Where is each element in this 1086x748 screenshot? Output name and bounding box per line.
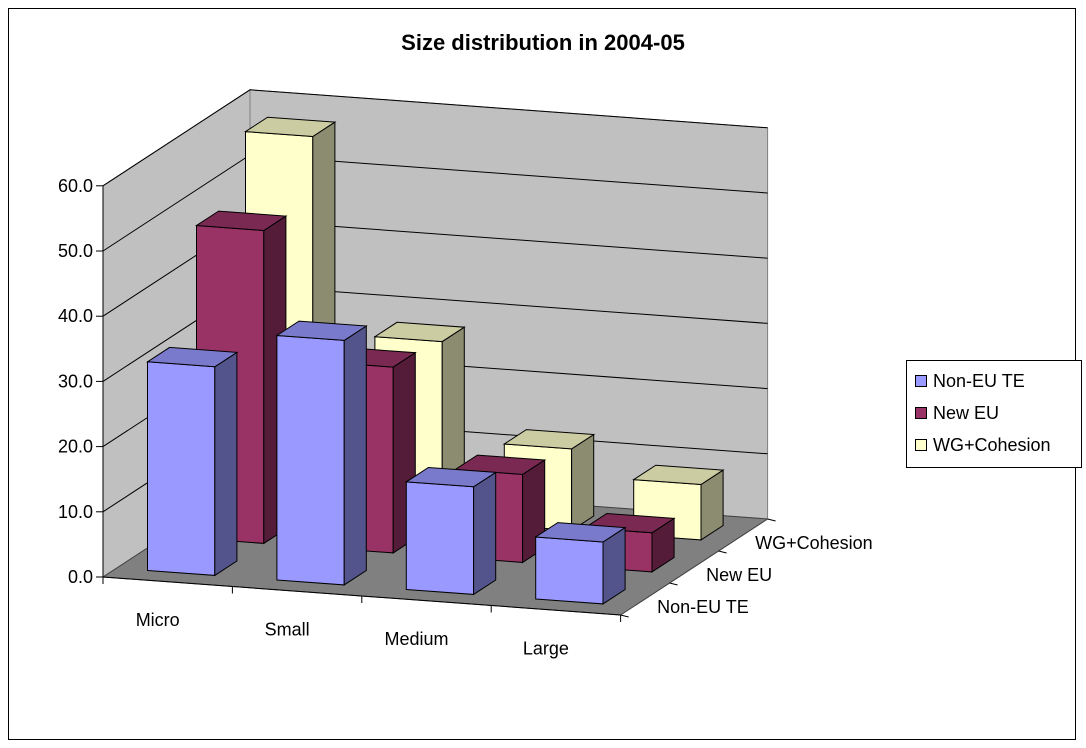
legend-label-wg-cohesion: WG+Cohesion xyxy=(933,434,1051,455)
axes xyxy=(96,185,776,622)
gridline xyxy=(102,89,768,187)
legend-swatch-wg-cohesion xyxy=(915,439,927,451)
bar-side-face xyxy=(473,471,497,596)
y-tick-label: 20.0 xyxy=(58,437,93,457)
bar-side-face xyxy=(343,325,367,586)
bar-front-face xyxy=(535,536,604,605)
depth-tick xyxy=(669,582,678,586)
bar-top-face xyxy=(502,429,596,450)
x-tick-label: Large xyxy=(523,638,569,658)
y-tick-label: 60.0 xyxy=(58,176,93,196)
bar-side-face xyxy=(214,351,238,577)
bar-non-eu-te-medium xyxy=(404,466,498,596)
bar-top-face xyxy=(194,210,288,232)
bar-top-face xyxy=(453,454,547,475)
y-tick-label: 30.0 xyxy=(58,371,93,391)
x-tick-label: Medium xyxy=(384,629,448,649)
legend-swatch-non-eu-te xyxy=(915,375,927,387)
legend: Non-EU TE New EU WG+Cohesion xyxy=(906,360,1082,468)
axis-labels: 0.0 10.0 20.0 30.0 40.0 50.0 60.0 Micro Small Med… xyxy=(58,176,873,658)
depth-tick xyxy=(767,518,776,522)
legend-label-non-eu-te: Non-EU TE xyxy=(933,370,1025,391)
bar-non-eu-te-micro xyxy=(145,346,239,577)
y-tick-label: 0.0 xyxy=(68,567,93,587)
legend-item-non-eu-te: Non-EU TE xyxy=(915,369,1025,393)
bar-front-face xyxy=(276,334,345,586)
depth-tick xyxy=(718,550,727,554)
bar-top-face xyxy=(145,346,239,368)
bar-top-face xyxy=(534,522,627,543)
bar-front-face xyxy=(147,361,216,576)
bar-front-face xyxy=(405,481,475,595)
x-tick-label: Small xyxy=(265,619,310,639)
y-tick-label: 50.0 xyxy=(58,241,93,261)
depth-tick-label: New EU xyxy=(706,565,772,585)
legend-item-wg-cohesion: WG+Cohesion xyxy=(915,433,1051,457)
x-tick-label: Micro xyxy=(136,610,180,630)
bar-top-face xyxy=(404,466,498,488)
bar-non-eu-te-small xyxy=(275,320,368,586)
bar-top-face xyxy=(632,464,725,486)
y-tick-label: 40.0 xyxy=(58,306,93,326)
depth-tick-label: Non-EU TE xyxy=(657,597,749,617)
bar-top-face xyxy=(275,320,368,341)
bar-top-face xyxy=(373,321,466,343)
chart-title: Size distribution in 2004-05 xyxy=(401,30,685,55)
bar-non-eu-te-large xyxy=(534,522,627,605)
depth-tick-label: WG+Cohesion xyxy=(755,533,873,553)
depth-tick xyxy=(620,614,629,618)
legend-label-new-eu: New EU xyxy=(933,402,1000,423)
bar-side-face xyxy=(571,433,595,532)
bars xyxy=(145,116,725,605)
legend-item-new-eu: New EU xyxy=(915,401,999,425)
y-tick-label: 10.0 xyxy=(58,502,93,522)
bar-top-face xyxy=(243,116,337,138)
legend-swatch-new-eu xyxy=(915,407,927,419)
